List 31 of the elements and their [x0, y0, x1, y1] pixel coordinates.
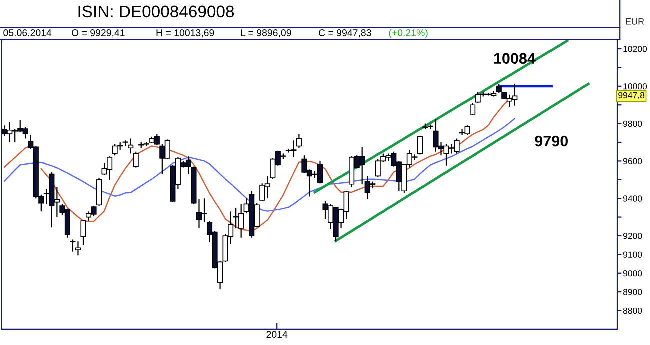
text: O = 9929,41: [72, 30, 125, 38]
y-tick-label: 9200: [623, 233, 642, 240]
annotation: 9790: [535, 136, 568, 147]
y-tick-label: 8800: [623, 308, 642, 314]
y-axis-title: EUR: [626, 18, 644, 25]
text: 05.06.2014: [4, 30, 52, 36]
text: C = 9947,83: [318, 30, 372, 38]
y-tick-label: 9100: [623, 252, 642, 258]
text: (+0.21%): [389, 29, 428, 38]
text: H = 10013,69: [156, 30, 214, 38]
candlestick: [417, 135, 423, 156]
y-tick-label: 8900: [623, 289, 642, 296]
y-tick-label: 9000: [623, 270, 642, 277]
y-tick-label: 10000: [624, 83, 648, 90]
chart-title: ISIN: DE0008469008: [78, 6, 234, 18]
y-tick-label: 9800: [623, 120, 642, 128]
candlestick: [470, 102, 476, 116]
candlestick: [296, 134, 302, 149]
line-series: [4, 118, 516, 212]
annotation: 10084: [494, 53, 536, 64]
text: 2014: [266, 331, 288, 338]
candlestick: [133, 151, 139, 168]
candlestick: [128, 138, 134, 154]
line-series: [334, 82, 590, 242]
y-tick-label: 9600: [623, 158, 642, 164]
text: L = 9896,09: [241, 30, 292, 38]
line-series: [314, 40, 569, 194]
annotation: 9947,8: [618, 92, 645, 100]
y-tick-label: 9400: [623, 196, 642, 202]
y-tick-label: 10200: [624, 46, 648, 52]
candlestick: [70, 239, 76, 252]
